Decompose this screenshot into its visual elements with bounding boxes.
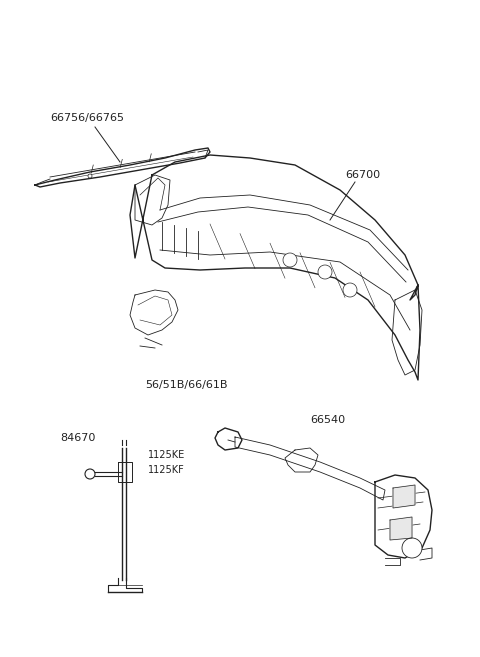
Polygon shape — [285, 448, 318, 472]
Circle shape — [318, 265, 332, 279]
Text: 56/51B/66/61B: 56/51B/66/61B — [145, 380, 228, 390]
Polygon shape — [392, 290, 422, 375]
Polygon shape — [390, 517, 412, 540]
Circle shape — [343, 283, 357, 297]
Polygon shape — [130, 290, 178, 335]
Text: 1125KF: 1125KF — [148, 465, 185, 475]
Text: 66540: 66540 — [310, 415, 345, 425]
Polygon shape — [118, 462, 132, 482]
Circle shape — [402, 538, 422, 558]
Text: 1125KE: 1125KE — [148, 450, 185, 460]
Text: 66756/66765: 66756/66765 — [50, 113, 124, 123]
Polygon shape — [393, 485, 415, 508]
Polygon shape — [135, 175, 170, 225]
Polygon shape — [35, 148, 210, 187]
Polygon shape — [130, 155, 420, 380]
Polygon shape — [215, 428, 242, 450]
Circle shape — [85, 469, 95, 479]
Text: 84670: 84670 — [60, 433, 96, 443]
Polygon shape — [375, 475, 432, 558]
Circle shape — [88, 174, 92, 178]
Circle shape — [283, 253, 297, 267]
Text: 66700: 66700 — [345, 170, 380, 180]
Polygon shape — [235, 437, 385, 500]
